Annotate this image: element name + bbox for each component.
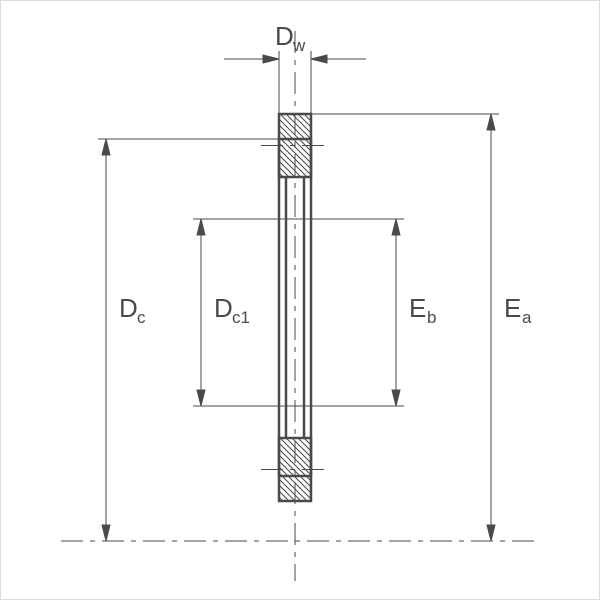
diagram-frame: DwDcDc1EbEa	[0, 0, 600, 600]
dim-dc1-sub: c1	[232, 308, 250, 327]
dim-dw-sub: w	[292, 36, 306, 55]
bearing-dimension-diagram: DwDcDc1EbEa	[1, 1, 600, 601]
dim-eb-label: E	[409, 293, 426, 323]
dim-dc-label: D	[119, 293, 138, 323]
dim-dc1-label: D	[214, 293, 233, 323]
dim-ea-label: E	[504, 293, 521, 323]
dim-eb-sub: b	[427, 308, 436, 327]
dim-dc-sub: c	[137, 308, 146, 327]
dim-dw-label: D	[275, 21, 294, 51]
dim-ea-sub: a	[522, 308, 532, 327]
